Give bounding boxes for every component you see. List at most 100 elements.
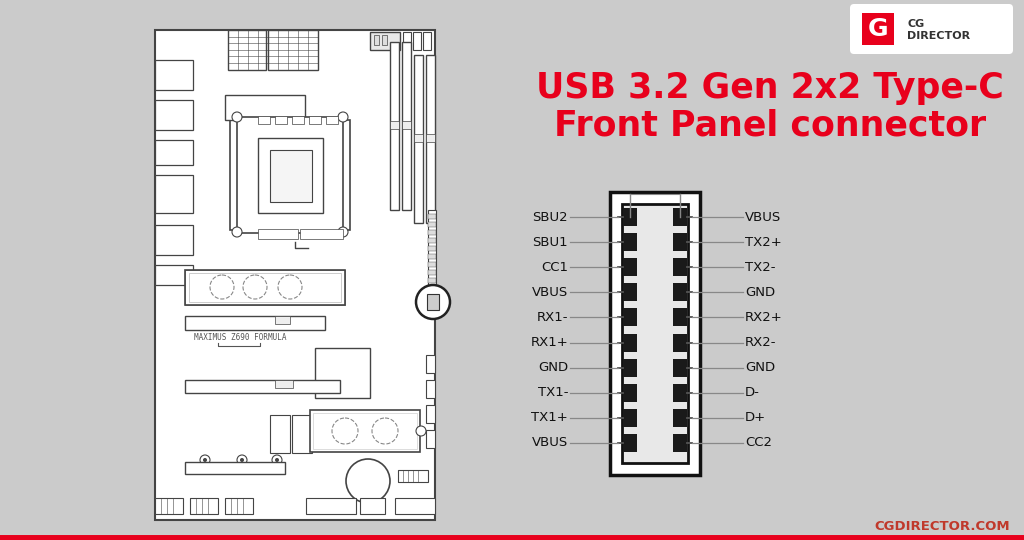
Bar [413, 32, 421, 50]
Bar [185, 270, 345, 305]
Bar [622, 204, 688, 463]
Bar [292, 415, 312, 453]
Bar [155, 100, 193, 130]
Bar [190, 498, 218, 514]
Bar [673, 409, 687, 427]
Bar [428, 246, 436, 251]
Bar [275, 380, 293, 388]
Text: GND: GND [745, 286, 775, 299]
Bar [225, 498, 253, 514]
Bar [258, 138, 323, 213]
Text: VBUS: VBUS [531, 436, 568, 449]
Bar [313, 413, 417, 449]
Bar [426, 134, 435, 142]
Bar [300, 229, 343, 239]
Bar [428, 214, 436, 219]
Text: SBU2: SBU2 [532, 211, 568, 224]
Bar [315, 348, 370, 398]
Bar [428, 238, 436, 243]
Bar [862, 13, 894, 45]
Bar [306, 498, 356, 514]
Bar [275, 316, 290, 324]
Bar [673, 359, 687, 377]
Circle shape [338, 112, 348, 122]
FancyBboxPatch shape [850, 4, 1013, 54]
Bar [673, 258, 687, 276]
Bar [623, 384, 637, 402]
Bar [268, 30, 318, 70]
Bar [258, 116, 270, 124]
Bar [155, 60, 193, 90]
Bar [374, 35, 379, 45]
Text: GND: GND [745, 361, 775, 374]
Bar [275, 116, 287, 124]
Text: USB 3.2 Gen 2x2 Type-C: USB 3.2 Gen 2x2 Type-C [537, 71, 1004, 105]
Bar [428, 222, 436, 227]
Bar [428, 286, 436, 291]
Text: D-: D- [745, 386, 760, 399]
Text: RX2-: RX2- [745, 336, 776, 349]
Bar [403, 32, 411, 50]
Bar [427, 294, 439, 310]
Bar [673, 334, 687, 352]
Bar [230, 120, 350, 230]
Bar [155, 30, 435, 520]
Bar [623, 284, 637, 301]
Bar [155, 225, 193, 255]
Bar [398, 470, 428, 482]
Bar [623, 208, 637, 226]
Circle shape [346, 459, 390, 503]
Bar [426, 430, 435, 448]
Bar [225, 95, 305, 120]
Bar [395, 498, 435, 514]
Bar [414, 134, 423, 142]
Bar [623, 258, 637, 276]
Circle shape [275, 458, 279, 462]
Bar [185, 270, 345, 305]
Bar [292, 116, 304, 124]
Bar [185, 462, 285, 474]
Text: SBU1: SBU1 [532, 235, 568, 248]
Bar [426, 405, 435, 423]
Circle shape [338, 227, 348, 237]
Bar [402, 121, 411, 129]
Bar [155, 498, 183, 514]
Bar [428, 230, 436, 235]
Bar [270, 150, 312, 202]
Circle shape [232, 227, 242, 237]
Circle shape [232, 112, 242, 122]
Bar [326, 116, 338, 124]
Bar [673, 308, 687, 327]
Bar [673, 384, 687, 402]
Text: VBUS: VBUS [745, 211, 781, 224]
Circle shape [203, 458, 207, 462]
Bar [623, 233, 637, 251]
Circle shape [240, 458, 244, 462]
Bar [428, 210, 436, 290]
Text: G: G [867, 17, 888, 41]
Bar [228, 30, 266, 70]
Text: VBUS: VBUS [531, 286, 568, 299]
Bar [423, 32, 431, 50]
Bar [623, 308, 637, 327]
Bar [426, 355, 435, 373]
Bar [623, 334, 637, 352]
Bar [426, 380, 435, 398]
Text: D+: D+ [745, 411, 766, 424]
Bar [426, 55, 435, 223]
Text: TX2+: TX2+ [745, 235, 781, 248]
Bar [155, 175, 193, 213]
Bar [414, 55, 423, 223]
Bar [623, 409, 637, 427]
Circle shape [200, 455, 210, 465]
Bar [610, 192, 700, 475]
Bar [155, 265, 193, 285]
Bar [185, 380, 340, 393]
Text: RX1-: RX1- [537, 311, 568, 324]
Bar [189, 273, 341, 302]
Text: TX2-: TX2- [745, 261, 775, 274]
Bar [310, 410, 420, 452]
Bar [390, 42, 399, 210]
Bar [673, 233, 687, 251]
Bar [623, 434, 637, 452]
